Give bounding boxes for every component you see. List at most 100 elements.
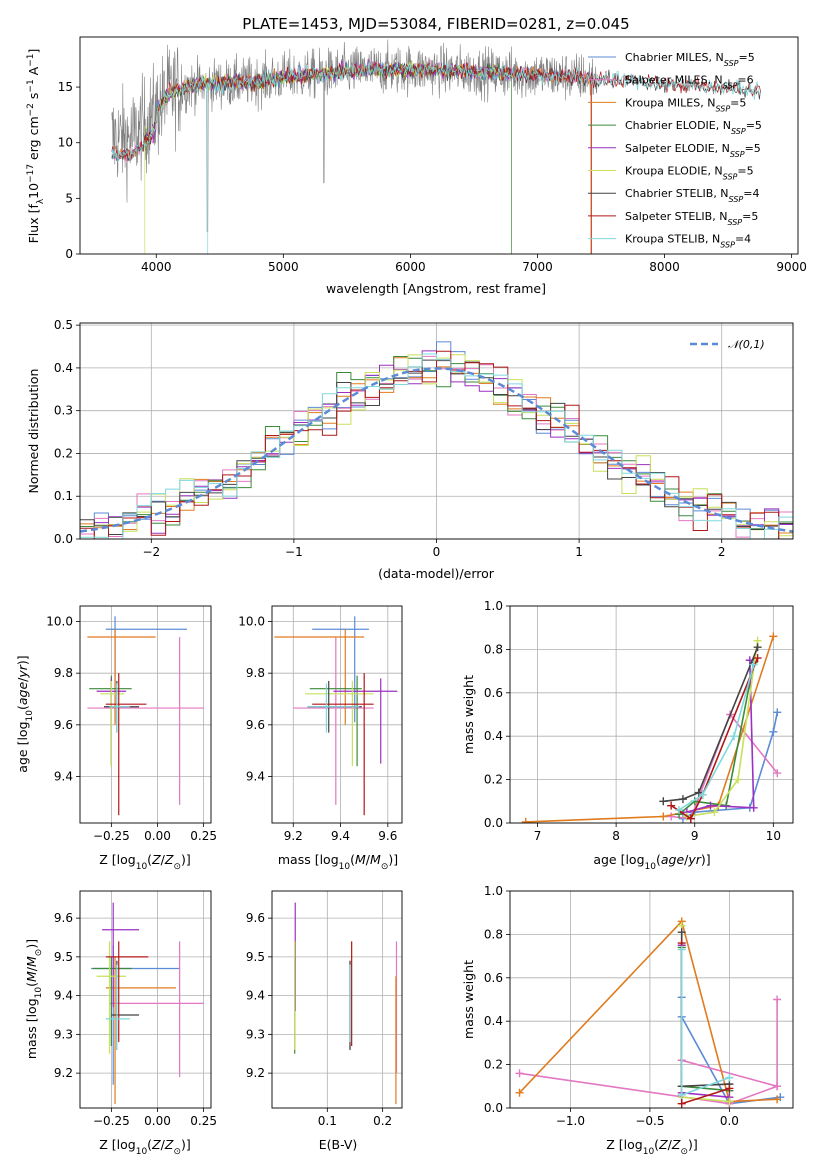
y-tick-label: 9.3 bbox=[54, 1027, 73, 1041]
data-point-marker bbox=[725, 1073, 734, 1082]
series-line bbox=[686, 660, 755, 813]
x-axis-label: wavelength [Angstrom, rest frame] bbox=[326, 281, 546, 296]
axis-ticks: 9.2 9.4 9.6 9.4 9.6 9.8 10.0 bbox=[238, 615, 397, 844]
y-tick-label: 9.5 bbox=[246, 950, 265, 964]
data-point-marker bbox=[659, 812, 668, 821]
axes-frame bbox=[79, 605, 212, 824]
x-axis-label: age [log10(age/yr)] bbox=[593, 852, 710, 872]
y-tick-label: 9.4 bbox=[54, 989, 73, 1003]
point-chabrier-elodie bbox=[89, 675, 132, 767]
y-tick-label: 10 bbox=[58, 136, 73, 150]
legend-entry-chabrier-elodie: Chabrier ELODIE, NSSP=5 bbox=[625, 119, 762, 136]
x-tick-label: 0.00 bbox=[144, 829, 171, 843]
data-point-marker bbox=[773, 995, 782, 1004]
y-tick-label: 9.3 bbox=[246, 1027, 265, 1041]
data-point-marker bbox=[686, 814, 695, 823]
axis-ticks: 0.1 0.2 9.2 9.3 9.4 9.5 9.6 bbox=[246, 911, 392, 1128]
x-tick-label: 0.25 bbox=[190, 829, 217, 843]
x-tick-label: 9 bbox=[691, 829, 699, 843]
data-point-marker bbox=[667, 812, 676, 821]
point-kroupa-elodie bbox=[96, 941, 127, 1054]
weight-vs-metallicity-panel: −1.0 −0.5 0.0 0.0 0.2 0.4 0.6 0.8 1.0 mass weight… bbox=[461, 884, 794, 1157]
x-tick-label: −1 bbox=[285, 545, 303, 559]
y-axis-label: mass [log10(M/M⊙)] bbox=[24, 939, 44, 1059]
y-tick-label: 9.2 bbox=[246, 1066, 265, 1080]
histogram-salpeter-stelib bbox=[80, 350, 793, 539]
plot-area bbox=[294, 902, 398, 1105]
point-kroupa-stelib bbox=[307, 683, 360, 733]
point-salpeter-stelib bbox=[105, 673, 147, 816]
x-axis-label: (data-model)/error bbox=[378, 566, 495, 581]
series-chabrier-stelib bbox=[659, 643, 762, 806]
x-tick-label: 7000 bbox=[522, 260, 553, 274]
axis-ticks: 7 8 9 10 0.0 0.2 0.4 0.6 0.8 1.0 bbox=[484, 599, 781, 843]
y-tick-label: 0.2 bbox=[484, 1058, 503, 1072]
axes-frame bbox=[79, 890, 212, 1109]
series-line bbox=[680, 947, 730, 1092]
point-salpeter-elodie bbox=[102, 902, 140, 1008]
y-axis-label: Flux [fλ10−17 erg cm−2 s−1 A−1] bbox=[26, 49, 46, 244]
legend-entry-salpeter-miles: Salpeter MILES, NSSP=6 bbox=[625, 74, 754, 91]
x-tick-label: 6000 bbox=[395, 260, 426, 274]
data-point-marker bbox=[773, 1082, 782, 1091]
y-tick-label: 9.8 bbox=[246, 666, 265, 680]
mass-vs-metallicity-panel: −0.25 0.00 0.25 9.2 9.3 9.4 9.5 9.6 Z [log10(Z/Z… bbox=[24, 890, 217, 1157]
y-tick-label: 10.0 bbox=[46, 615, 73, 629]
x-tick-label: −0.5 bbox=[635, 1114, 664, 1128]
data-point-marker bbox=[675, 805, 684, 814]
series-line bbox=[686, 640, 759, 818]
point-kroupa-stelib bbox=[109, 683, 130, 733]
data-point-marker bbox=[677, 928, 686, 937]
y-tick-label: 15 bbox=[58, 80, 73, 94]
y-tick-label: 9.2 bbox=[54, 1066, 73, 1080]
plot-area bbox=[515, 917, 785, 1108]
y-tick-label: 0.3 bbox=[54, 404, 73, 418]
residuals-panel: −2 −1 0 1 2 0.0 0.1 0.2 0.3 0.4 0.5 𝒩(0,1) (data-mod… bbox=[26, 318, 794, 581]
y-tick-label: 9.6 bbox=[54, 718, 73, 732]
x-tick-label: 10 bbox=[766, 829, 781, 843]
axes-frame bbox=[509, 890, 794, 1109]
series-chabrier-elodie bbox=[675, 658, 758, 819]
data-point-marker bbox=[725, 1084, 734, 1093]
x-tick-label: 0.0 bbox=[720, 1114, 739, 1128]
age-vs-mass-panel: 9.2 9.4 9.6 9.4 9.6 9.8 10.0 mass [log10(M/M⊙)] bbox=[238, 605, 403, 872]
legend-entry-normal: 𝒩(0,1) bbox=[728, 338, 765, 351]
y-tick-label: 0.1 bbox=[54, 489, 73, 503]
legend-entry-chabrier-stelib: Chabrier STELIB, NSSP=4 bbox=[625, 187, 759, 204]
x-tick-label: 0.1 bbox=[318, 1114, 337, 1128]
y-tick-label: 9.4 bbox=[246, 989, 265, 1003]
figure-title: PLATE=1453, MJD=53084, FIBERID=0281, z=0… bbox=[242, 15, 629, 33]
series-line bbox=[671, 712, 778, 820]
y-tick-label: 0.0 bbox=[484, 1101, 503, 1115]
x-tick-label: 9.4 bbox=[331, 829, 350, 843]
weight-vs-age-panel: 7 8 9 10 0.0 0.2 0.4 0.6 0.8 1.0 mass weight age [l… bbox=[461, 599, 794, 872]
model-kroupa-stelib bbox=[111, 62, 761, 254]
y-axis-label: mass weight bbox=[461, 960, 476, 1039]
plot-area bbox=[80, 341, 793, 539]
y-tick-label: 0.2 bbox=[54, 446, 73, 460]
x-tick-label: 0.00 bbox=[144, 1114, 171, 1128]
y-tick-label: 9.8 bbox=[54, 666, 73, 680]
series-kroupa-stelib bbox=[675, 660, 758, 814]
y-tick-label: 0.5 bbox=[54, 318, 73, 332]
data-point-marker bbox=[749, 660, 758, 669]
axis-ticks: −0.25 0.00 0.25 9.2 9.3 9.4 9.5 9.6 bbox=[54, 911, 217, 1128]
data-point-marker bbox=[733, 775, 742, 784]
y-tick-label: 0.8 bbox=[484, 642, 503, 656]
data-point-marker bbox=[677, 1099, 686, 1108]
y-tick-label: 0.0 bbox=[484, 816, 503, 830]
series-line bbox=[518, 919, 778, 1103]
point-salpeter-miles bbox=[109, 941, 204, 1077]
series-salpeter-stelib bbox=[667, 654, 762, 823]
axes-frame bbox=[79, 36, 799, 255]
x-tick-label: 9000 bbox=[776, 260, 807, 274]
y-tick-label: 9.6 bbox=[246, 911, 265, 925]
series-line bbox=[670, 657, 759, 820]
y-tick-label: 5 bbox=[65, 191, 73, 205]
x-tick-label: 2 bbox=[718, 545, 726, 559]
point-kroupa-miles bbox=[105, 956, 176, 1105]
x-axis-label: E(B-V) bbox=[319, 1137, 358, 1152]
x-tick-label: 8000 bbox=[649, 260, 680, 274]
y-tick-label: 0.0 bbox=[54, 532, 73, 546]
point-kroupa-elodie bbox=[305, 680, 374, 767]
